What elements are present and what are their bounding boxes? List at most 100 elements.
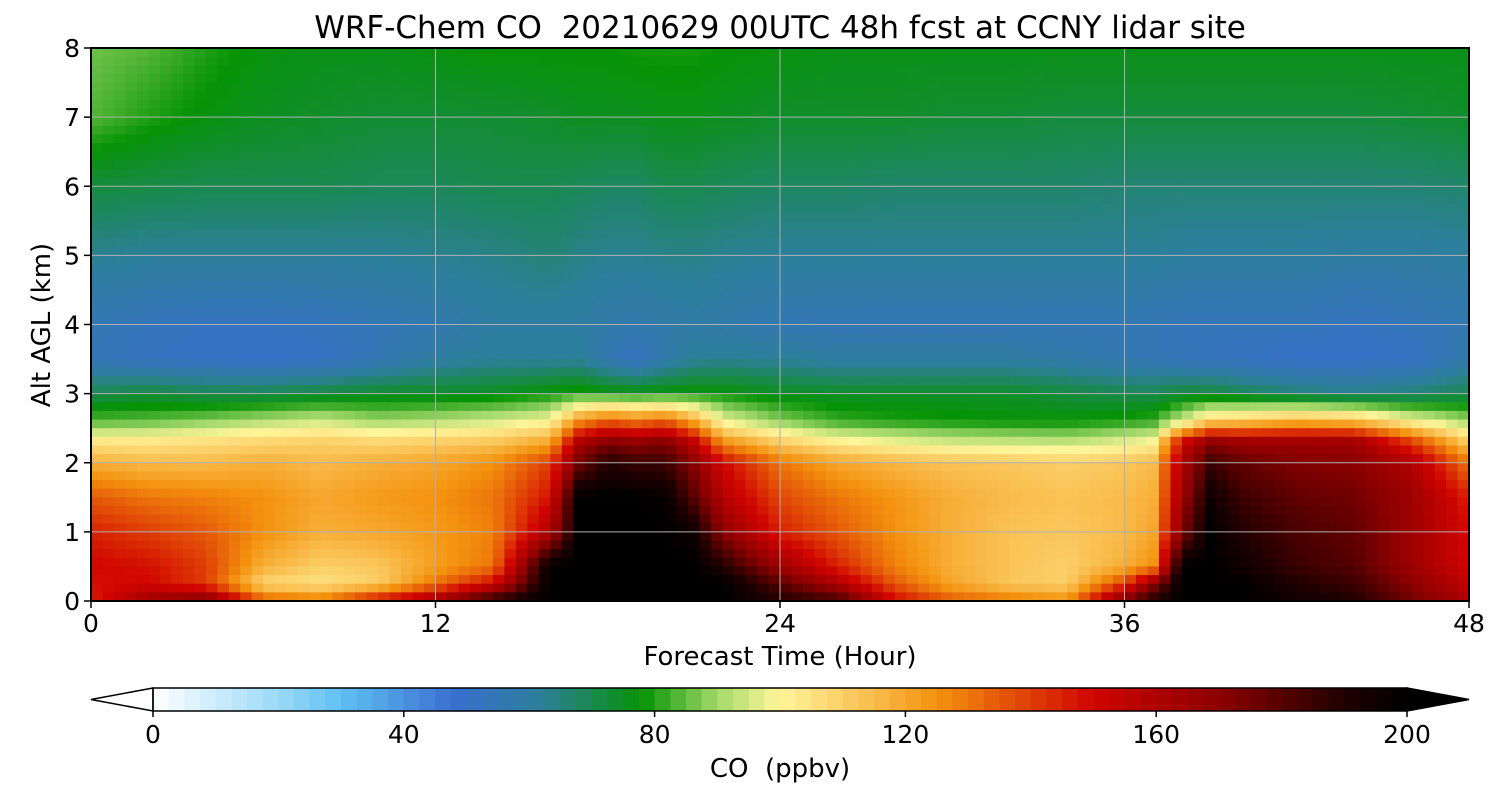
heatmap-cell bbox=[136, 91, 150, 101]
heatmap-cell bbox=[1055, 56, 1068, 66]
heatmap-cell bbox=[1135, 203, 1149, 213]
heatmap-cell bbox=[1113, 359, 1126, 369]
heatmap-cell bbox=[309, 151, 322, 161]
heatmap-cell bbox=[435, 177, 448, 187]
heatmap-cell bbox=[1216, 168, 1229, 179]
heatmap-cell bbox=[1285, 151, 1298, 161]
heatmap-cell bbox=[1055, 134, 1068, 144]
heatmap-cell bbox=[274, 125, 287, 136]
heatmap-cell bbox=[332, 220, 345, 231]
heatmap-cell bbox=[1446, 168, 1459, 179]
heatmap-cell bbox=[1216, 384, 1229, 395]
heatmap-cell bbox=[825, 341, 839, 352]
heatmap-cell bbox=[1181, 212, 1194, 222]
heatmap-cell bbox=[469, 186, 483, 196]
heatmap-cell bbox=[297, 402, 310, 412]
heatmap-cell bbox=[1365, 56, 1378, 66]
heatmap-cell bbox=[1411, 298, 1424, 308]
heatmap-cell bbox=[1067, 307, 1080, 317]
heatmap-cell bbox=[780, 48, 793, 58]
heatmap-cell bbox=[1250, 367, 1263, 377]
heatmap-cell bbox=[814, 246, 827, 256]
heatmap-cell bbox=[1044, 56, 1057, 66]
heatmap-cell bbox=[1113, 384, 1126, 395]
heatmap-cell bbox=[343, 307, 356, 317]
heatmap-cell bbox=[228, 315, 241, 326]
heatmap-cell bbox=[1342, 48, 1355, 58]
heatmap-cell bbox=[1216, 91, 1229, 101]
heatmap-cell bbox=[814, 160, 827, 170]
heatmap-cell bbox=[1009, 117, 1022, 127]
heatmap-cell bbox=[1342, 307, 1355, 317]
heatmap-cell bbox=[986, 298, 999, 308]
heatmap-cell bbox=[963, 324, 976, 334]
heatmap-cell bbox=[860, 367, 873, 377]
heatmap-cell bbox=[240, 73, 253, 84]
heatmap-cell bbox=[309, 108, 322, 118]
heatmap-cell bbox=[642, 151, 655, 161]
heatmap-cell bbox=[642, 359, 655, 369]
heatmap-cell bbox=[619, 298, 632, 308]
heatmap-cell bbox=[297, 350, 310, 360]
heatmap-cell bbox=[424, 160, 437, 170]
heatmap-cell bbox=[745, 264, 758, 274]
heatmap-cell bbox=[263, 125, 276, 136]
heatmap-cell bbox=[515, 333, 528, 343]
heatmap-cell bbox=[1331, 367, 1344, 377]
heatmap-cell bbox=[1400, 376, 1413, 386]
heatmap-cell bbox=[309, 143, 322, 153]
heatmap-cell bbox=[159, 151, 172, 161]
heatmap-cell bbox=[492, 315, 505, 326]
heatmap-cell bbox=[378, 48, 391, 58]
heatmap-cell bbox=[1377, 186, 1390, 196]
heatmap-cell bbox=[722, 402, 735, 412]
heatmap-cell bbox=[596, 376, 609, 386]
heatmap-cell bbox=[1273, 82, 1286, 92]
heatmap-cell bbox=[653, 194, 666, 205]
heatmap-cell bbox=[561, 108, 574, 118]
heatmap-cell bbox=[1193, 367, 1206, 377]
heatmap-cell bbox=[837, 73, 850, 84]
heatmap-cell bbox=[401, 289, 414, 300]
heatmap-cell bbox=[481, 212, 494, 222]
heatmap-cell bbox=[125, 177, 138, 187]
heatmap-cell bbox=[469, 238, 483, 248]
heatmap-cell bbox=[963, 376, 976, 386]
heatmap-cell bbox=[711, 48, 724, 58]
heatmap-cell bbox=[263, 168, 276, 179]
heatmap-cell bbox=[1147, 212, 1160, 222]
heatmap-cell bbox=[917, 307, 930, 317]
heatmap-cell bbox=[125, 117, 138, 127]
heatmap-cell bbox=[378, 143, 391, 153]
heatmap-cell bbox=[102, 229, 115, 239]
heatmap-cell bbox=[1354, 194, 1367, 205]
heatmap-cell bbox=[802, 48, 816, 58]
heatmap-cell bbox=[446, 177, 460, 187]
heatmap-cell bbox=[263, 350, 276, 360]
heatmap-cell bbox=[1124, 289, 1137, 300]
heatmap-cell bbox=[619, 194, 632, 205]
heatmap-cell bbox=[825, 186, 839, 196]
heatmap-cell bbox=[263, 393, 276, 403]
heatmap-cell bbox=[1044, 384, 1057, 395]
heatmap-cell bbox=[286, 307, 299, 317]
heatmap-cell bbox=[1239, 307, 1252, 317]
heatmap-cell bbox=[1067, 384, 1080, 395]
heatmap-cell bbox=[1204, 333, 1217, 343]
heatmap-cell bbox=[1101, 281, 1114, 291]
heatmap-cell bbox=[343, 48, 356, 58]
heatmap-cell bbox=[251, 341, 264, 352]
heatmap-cell bbox=[894, 212, 907, 222]
heatmap-cell bbox=[504, 48, 517, 58]
heatmap-cell bbox=[1009, 91, 1022, 101]
heatmap-cell bbox=[1113, 108, 1126, 118]
heatmap-cell bbox=[424, 91, 437, 101]
heatmap-cell bbox=[791, 324, 804, 334]
heatmap-cell bbox=[1055, 384, 1068, 395]
heatmap-cell bbox=[355, 48, 368, 58]
heatmap-cell bbox=[561, 177, 574, 187]
heatmap-cell bbox=[883, 194, 896, 205]
heatmap-cell bbox=[814, 324, 827, 334]
heatmap-cell bbox=[1285, 220, 1298, 231]
heatmap-cell bbox=[1400, 384, 1413, 395]
